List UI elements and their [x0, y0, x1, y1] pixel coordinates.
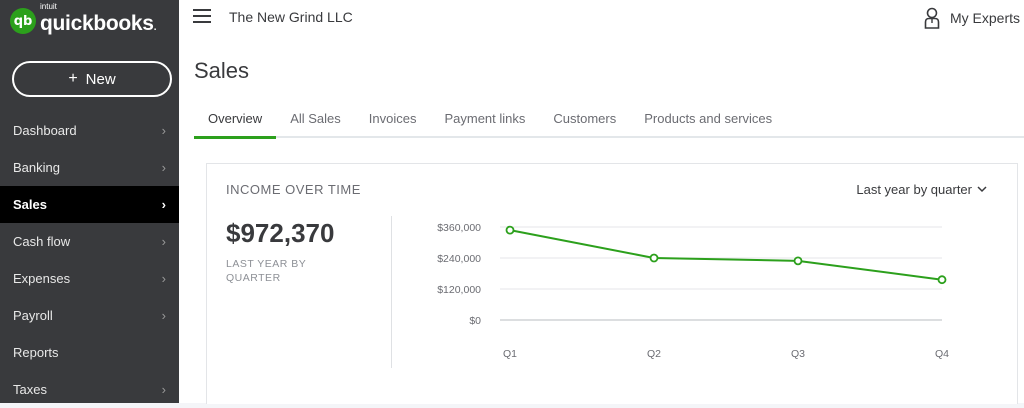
sidebar-item-label: Expenses	[13, 271, 71, 286]
card-title: INCOME OVER TIME	[226, 182, 361, 197]
my-experts-button[interactable]: My Experts	[924, 7, 1020, 29]
sidebar-item-label: Cash flow	[13, 234, 71, 249]
y-tick-label: $120,000	[437, 284, 481, 296]
series-line	[509, 229, 943, 281]
income-amount-caption: LAST YEAR BY QUARTER	[226, 258, 307, 284]
x-tick-label: Q2	[647, 348, 661, 360]
sidebar-item-expenses[interactable]: Expenses ›	[0, 260, 179, 297]
hamburger-menu-icon[interactable]	[193, 9, 211, 23]
person-icon	[924, 7, 940, 29]
tab-all-sales[interactable]: All Sales	[290, 111, 341, 126]
sidebar-item-sales[interactable]: Sales ›	[0, 186, 179, 223]
income-amount: $972,370	[226, 218, 335, 248]
my-experts-label: My Experts	[949, 10, 1020, 26]
income-line-chart: $0 $120,000 $240,000 $360,000 Q1 Q2 Q3 Q4	[437, 222, 949, 360]
tab-customers[interactable]: Customers	[553, 111, 617, 126]
new-button-label: New	[85, 70, 116, 88]
chevron-right-icon: ›	[161, 234, 166, 249]
new-button[interactable]: + New	[12, 61, 172, 97]
sidebar: qb intuit quickbooks. + New Dashboard › Ba…	[0, 0, 179, 403]
data-point	[793, 256, 803, 266]
sidebar-item-label: Taxes	[13, 382, 47, 397]
chevron-down-icon	[977, 186, 987, 193]
page-title: Sales	[194, 58, 250, 83]
sidebar-item-dashboard[interactable]: Dashboard ›	[0, 112, 179, 149]
y-tick-label: $0	[469, 315, 481, 327]
logo-word: quickbooks	[40, 12, 154, 35]
company-name: The New Grind LLC	[229, 9, 353, 25]
tab-products-and-services[interactable]: Products and services	[644, 111, 773, 126]
x-tick-label: Q4	[935, 348, 949, 360]
sales-tabs: Overview All Sales Invoices Payment links Cu…	[194, 108, 1024, 139]
period-label: Last year by quarter	[856, 182, 972, 197]
logo-wordmark: quickbooks.	[40, 6, 157, 36]
logo-intuit: intuit	[40, 2, 57, 11]
sidebar-item-label: Reports	[13, 345, 59, 360]
income-over-time-card: INCOME OVER TIME Last year by quarter $9…	[206, 163, 1018, 404]
chevron-right-icon: ›	[161, 382, 166, 397]
plus-icon: +	[68, 70, 78, 87]
sidebar-item-label: Banking	[13, 160, 60, 175]
chevron-right-icon: ›	[161, 160, 166, 175]
tab-overview[interactable]: Overview	[194, 108, 277, 139]
quickbooks-logo-icon: qb	[10, 8, 36, 34]
y-tick-label: $360,000	[437, 222, 481, 234]
period-dropdown[interactable]: Last year by quarter	[856, 182, 987, 197]
top-bar: The New Grind LLC My Experts	[179, 0, 1024, 36]
tab-payment-links[interactable]: Payment links	[444, 111, 526, 126]
sidebar-item-label: Sales	[13, 197, 47, 212]
card-divider	[391, 216, 392, 368]
chevron-right-icon: ›	[161, 271, 166, 286]
data-point	[649, 253, 659, 263]
quickbooks-logo[interactable]: qb intuit quickbooks.	[10, 2, 157, 36]
sidebar-item-label: Payroll	[13, 308, 53, 323]
sidebar-item-banking[interactable]: Banking ›	[0, 149, 179, 186]
chevron-right-icon: ›	[161, 308, 166, 323]
tab-invoices[interactable]: Invoices	[368, 111, 417, 126]
sidebar-item-cash-flow[interactable]: Cash flow ›	[0, 223, 179, 260]
sidebar-item-reports[interactable]: Reports	[0, 334, 179, 371]
sidebar-item-payroll[interactable]: Payroll ›	[0, 297, 179, 334]
x-tick-label: Q1	[503, 348, 517, 360]
sidebar-item-label: Dashboard	[13, 123, 77, 138]
data-point	[505, 225, 515, 235]
sidebar-item-taxes[interactable]: Taxes ›	[0, 371, 179, 408]
chevron-right-icon: ›	[161, 123, 166, 138]
x-tick-label: Q3	[791, 348, 805, 360]
chevron-right-icon: ›	[161, 197, 166, 212]
data-point	[937, 275, 947, 285]
y-tick-label: $240,000	[437, 253, 481, 265]
logo-suffix: .	[153, 22, 157, 33]
logo-text: intuit quickbooks.	[40, 2, 157, 36]
sidebar-nav: Dashboard › Banking › Sales › Cash flow › Expens…	[0, 112, 179, 408]
